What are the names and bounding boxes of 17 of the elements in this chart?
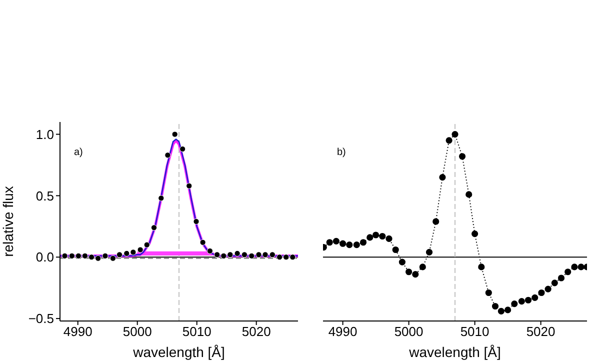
x-tick-label: 5010 [182,324,212,340]
y-tick-label: 0.0 [36,250,54,265]
y-tick-label: 0.5 [36,188,54,204]
x-axis-title: wavelength [Å] [408,344,501,360]
x-axis-title: wavelength [Å] [132,344,225,360]
x-tick-label: 5020 [242,324,271,340]
annotation: b) [337,147,346,158]
y-tick-label: −0.5 [28,311,54,326]
x-tick-label: 5020 [526,324,556,340]
y-axis-title: relative flux [0,186,16,257]
x-tick-label: 4990 [63,324,92,340]
x-tick-label: 5000 [394,324,424,340]
x-tick-label: 4990 [328,324,358,340]
x-tick-label: 5010 [460,324,490,340]
annotation: a) [74,147,83,158]
x-tick-label: 5000 [122,324,152,340]
y-tick-label: 1.0 [36,126,54,142]
